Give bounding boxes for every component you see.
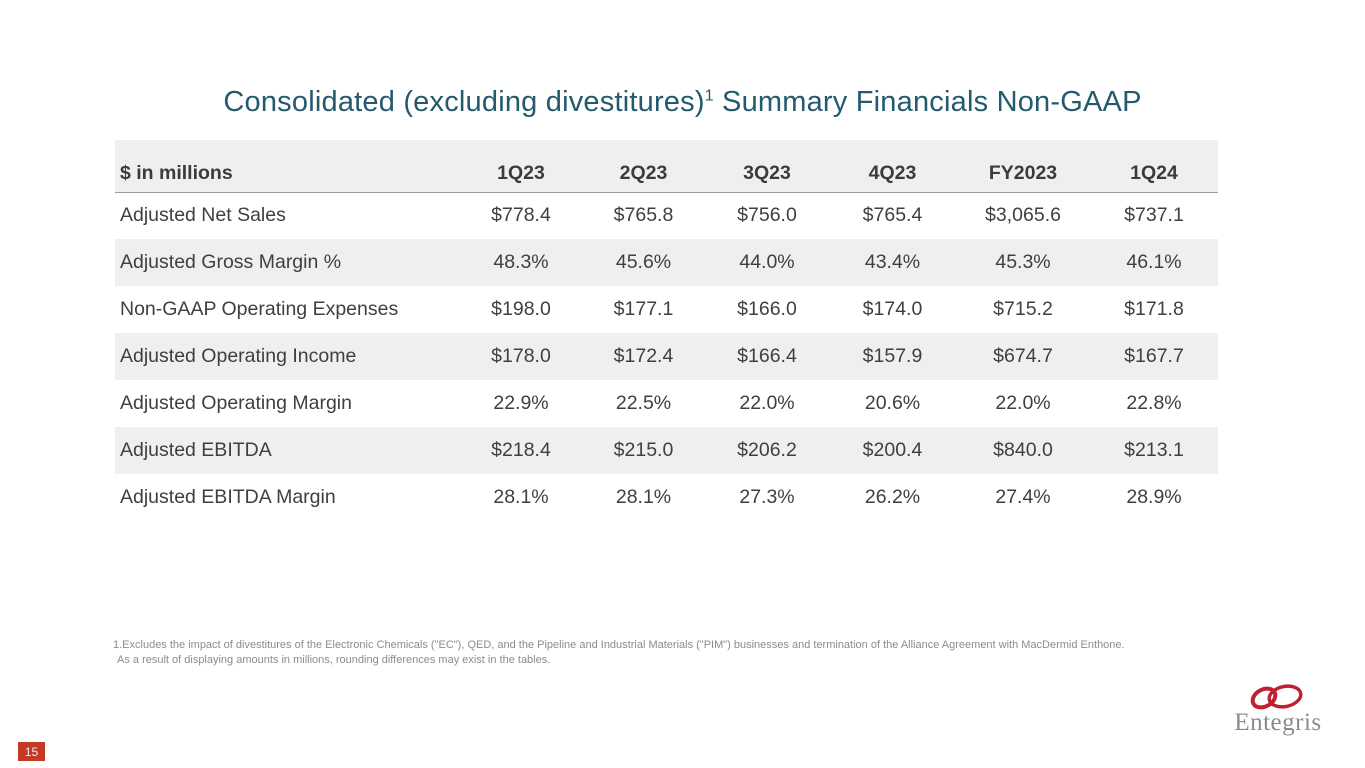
value-cell: 20.6% bbox=[864, 392, 921, 414]
value-cell: $177.1 bbox=[613, 298, 674, 320]
value-cell: $765.4 bbox=[862, 204, 923, 227]
column-header-2q23: 2Q23 bbox=[582, 140, 705, 193]
value-cell: $674.7 bbox=[993, 345, 1053, 367]
column-header-1q23: 1Q23 bbox=[460, 140, 582, 193]
financials-table: $ in millions 1Q23 2Q23 3Q23 4Q23 FY2023… bbox=[115, 140, 1218, 521]
value-cell: $206.2 bbox=[737, 439, 797, 461]
value-cell: $166.4 bbox=[737, 345, 797, 367]
value-cell: 22.0% bbox=[739, 392, 795, 414]
row-label: Non-GAAP Operating Expenses bbox=[120, 298, 399, 320]
value-cell: 28.1% bbox=[493, 486, 549, 508]
page-title: Consolidated (excluding divestitures)1 S… bbox=[0, 86, 1365, 119]
row-label: Adjusted Operating Margin bbox=[120, 392, 352, 414]
value-cell: 26.2% bbox=[864, 486, 921, 508]
page-number-badge: 15 bbox=[18, 742, 45, 761]
footnote: 1.Excludes the impact of divestitures of… bbox=[113, 638, 1218, 668]
title-main: Consolidated (excluding divestitures) bbox=[223, 86, 705, 118]
value-cell: $178.0 bbox=[491, 345, 551, 367]
row-label: Adjusted Operating Income bbox=[120, 345, 357, 367]
value-cell: $171.8 bbox=[1124, 298, 1184, 320]
row-label: Adjusted EBITDA bbox=[120, 439, 272, 461]
value-cell: $737.1 bbox=[1124, 204, 1184, 227]
value-cell: 27.4% bbox=[995, 486, 1051, 508]
value-cell: $715.2 bbox=[993, 298, 1053, 320]
value-cell: $157.9 bbox=[862, 345, 923, 367]
value-cell: $198.0 bbox=[491, 298, 551, 320]
column-header-4q23: 4Q23 bbox=[829, 140, 956, 193]
table-row-adjusted-operating-income: Adjusted Operating Income $178.0 $172.4 … bbox=[115, 333, 1218, 380]
value-cell: $174.0 bbox=[862, 298, 923, 320]
table-header-row: $ in millions 1Q23 2Q23 3Q23 4Q23 FY2023… bbox=[115, 140, 1218, 193]
value-cell: 22.8% bbox=[1126, 392, 1182, 414]
table-row-adjusted-gross-margin: Adjusted Gross Margin % 48.3% 45.6% 44.0… bbox=[115, 239, 1218, 286]
column-header-3q23: 3Q23 bbox=[705, 140, 829, 193]
row-label: Adjusted Gross Margin % bbox=[120, 251, 342, 273]
column-header-fy2023: FY2023 bbox=[956, 140, 1090, 193]
value-cell: $167.7 bbox=[1124, 345, 1184, 367]
value-cell: 22.0% bbox=[995, 392, 1051, 414]
value-cell: 45.3% bbox=[995, 251, 1051, 273]
table-row-adjusted-operating-margin: Adjusted Operating Margin 22.9% 22.5% 22… bbox=[115, 380, 1218, 427]
footnote-line-2: As a result of displaying amounts in mil… bbox=[117, 654, 551, 666]
table-row-adjusted-ebitda: Adjusted EBITDA $218.4 $215.0 $206.2 $20… bbox=[115, 427, 1218, 474]
value-cell: $778.4 bbox=[491, 204, 551, 227]
column-header-unit: $ in millions bbox=[115, 140, 460, 193]
value-cell: 45.6% bbox=[615, 251, 672, 273]
table-row-adjusted-net-sales: Adjusted Net Sales $778.4 $765.8 $756.0 … bbox=[115, 192, 1218, 239]
value-cell: 48.3% bbox=[493, 251, 549, 273]
value-cell: 28.1% bbox=[615, 486, 672, 508]
value-cell: $200.4 bbox=[862, 439, 923, 461]
footnote-line-1: 1.Excludes the impact of divestitures of… bbox=[113, 639, 1125, 651]
value-cell: $765.8 bbox=[613, 204, 674, 227]
title-superscript: 1 bbox=[704, 87, 714, 105]
value-cell: $215.0 bbox=[613, 439, 674, 461]
value-cell: 22.9% bbox=[493, 392, 549, 414]
value-cell: $840.0 bbox=[993, 439, 1053, 461]
value-cell: $3,065.6 bbox=[985, 204, 1061, 227]
column-header-1q24: 1Q24 bbox=[1090, 140, 1218, 193]
value-cell: 27.3% bbox=[739, 486, 795, 508]
value-cell: $172.4 bbox=[613, 345, 674, 367]
value-cell: $218.4 bbox=[491, 439, 551, 461]
table-row-non-gaap-operating-expenses: Non-GAAP Operating Expenses $198.0 $177.… bbox=[115, 286, 1218, 333]
value-cell: 22.5% bbox=[615, 392, 672, 414]
value-cell: 28.9% bbox=[1126, 486, 1182, 508]
entegris-rings-icon bbox=[1250, 684, 1303, 710]
table-row-adjusted-ebitda-margin: Adjusted EBITDA Margin 28.1% 28.1% 27.3%… bbox=[115, 474, 1218, 521]
value-cell: 43.4% bbox=[864, 251, 921, 273]
value-cell: $756.0 bbox=[737, 204, 797, 227]
title-rest: Summary Financials Non-GAAP bbox=[713, 86, 1142, 118]
value-cell: $213.1 bbox=[1124, 439, 1184, 461]
value-cell: $166.0 bbox=[737, 298, 797, 320]
value-cell: 44.0% bbox=[739, 251, 795, 273]
entegris-logo: Entegris bbox=[1232, 682, 1324, 735]
logo-wordmark: Entegris bbox=[1234, 709, 1322, 736]
row-label: Adjusted Net Sales bbox=[120, 204, 286, 227]
row-label: Adjusted EBITDA Margin bbox=[120, 486, 336, 508]
value-cell: 46.1% bbox=[1126, 251, 1182, 273]
